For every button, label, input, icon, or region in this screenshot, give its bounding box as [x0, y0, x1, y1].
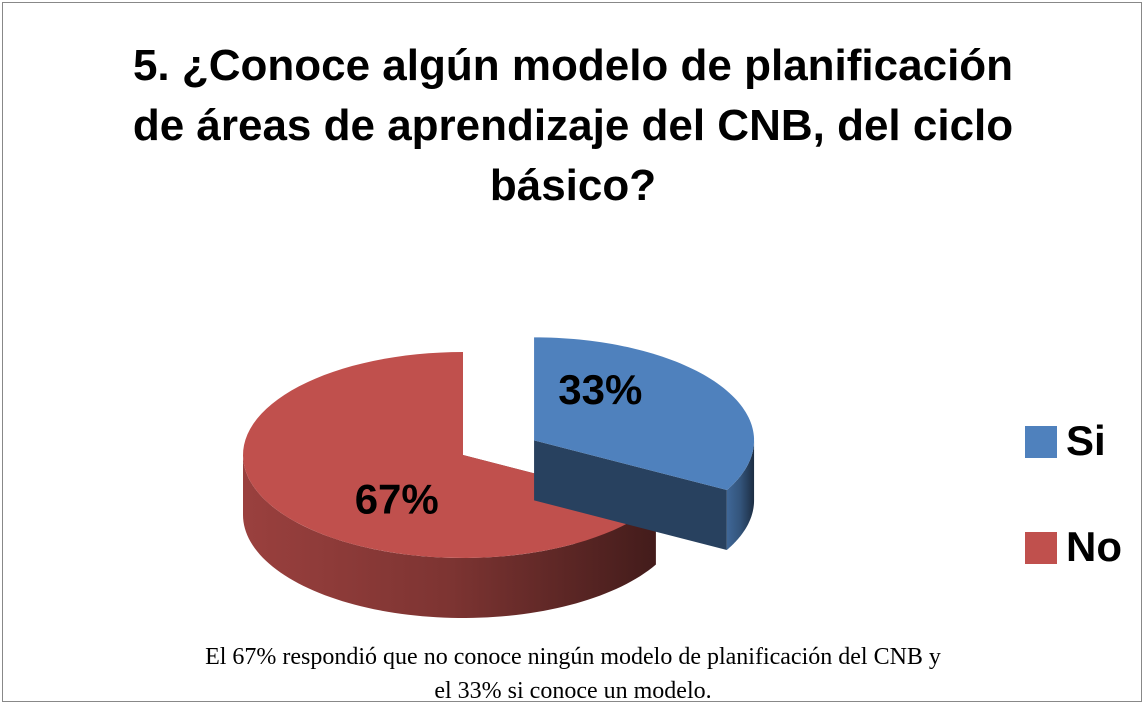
legend-label: Si: [1066, 417, 1106, 464]
data-label: 33%: [558, 366, 642, 413]
pie-slice: [243, 352, 656, 558]
annotation: El 67% respondió que no conoce ningún mo…: [205, 644, 941, 704]
data-label: 67%: [355, 475, 439, 522]
slice-side: [726, 440, 755, 550]
legend-label: No: [1066, 523, 1122, 570]
slice-side: [243, 455, 656, 618]
chart-title: 5. ¿Conoce algún modelo de planificación…: [132, 41, 1014, 210]
pie-slice: [534, 337, 755, 490]
slice-wall: [534, 440, 727, 550]
legend-swatch: [1025, 426, 1057, 458]
chart: 67% 33% Si No: [243, 337, 1122, 618]
legend-swatch: [1025, 532, 1057, 564]
